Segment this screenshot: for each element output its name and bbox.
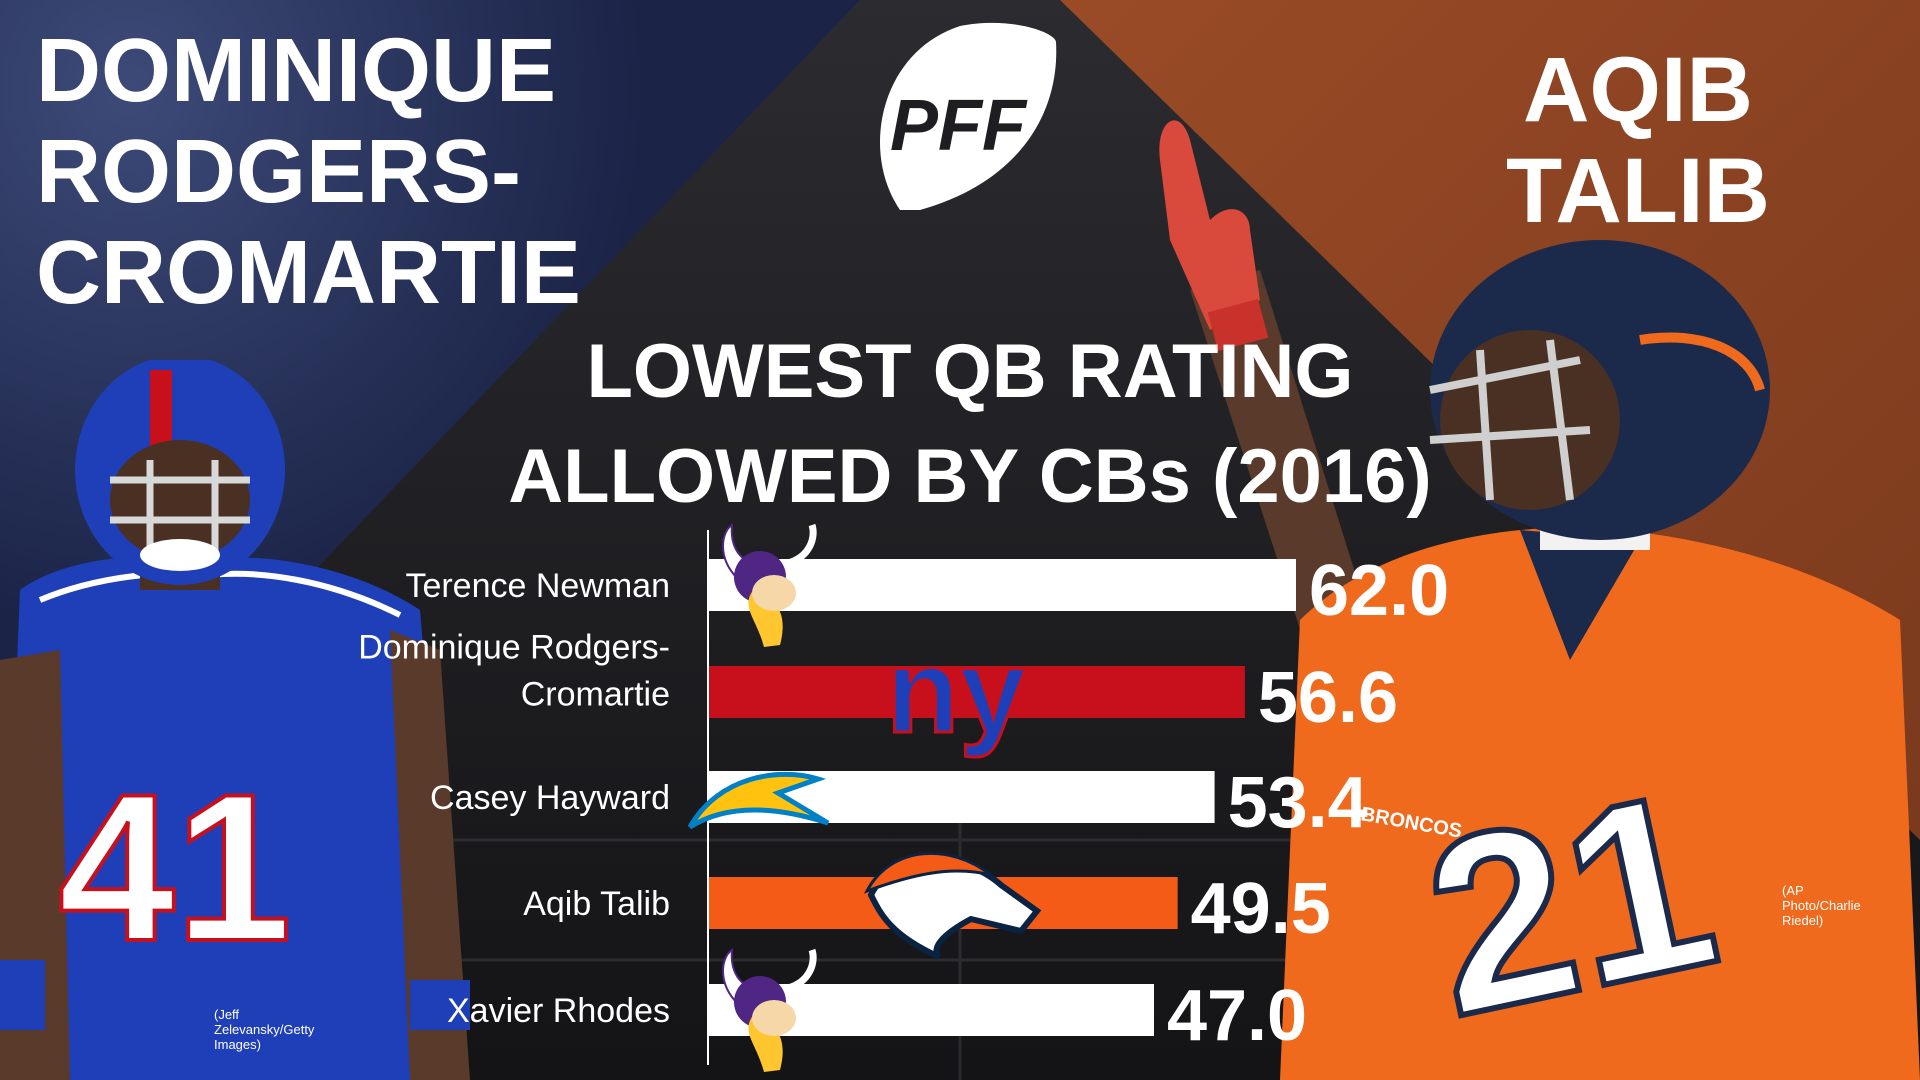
vikings-icon (722, 523, 817, 647)
category-label: Terence Newman (405, 567, 670, 605)
data-label: 49.5 (1191, 869, 1331, 949)
broncos-mane-icon (863, 851, 992, 894)
right-player-name: AQIB TALIB (1505, 39, 1770, 243)
right-player-photo: 21 BRONCOS (1159, 120, 1920, 1080)
bar (709, 559, 1296, 611)
right-photo-credit: (AP Photo/Charlie Riedel) (1782, 883, 1861, 928)
right-player-name-line: TALIB (1505, 140, 1770, 243)
pff-logo-text: PFF (890, 86, 1028, 166)
left-photo-credit: (Jeff Zelevansky/Getty Images) (214, 1007, 315, 1052)
category-label: Cromartie (521, 676, 670, 714)
vikings-icon (722, 948, 817, 1072)
left-jersey-number: 41 (58, 750, 292, 985)
left-player-name-line: DOMINIQUE (36, 21, 557, 121)
chart-title: LOWEST QB RATING ALLOWED BY CBs (2016) (440, 320, 1500, 530)
category-label: Xavier Rhodes (447, 992, 670, 1030)
pff-logo: PFF (880, 22, 1057, 210)
data-label: 56.6 (1258, 658, 1398, 738)
right-player-name-line: AQIB (1522, 39, 1753, 141)
data-label: 62.0 (1309, 551, 1449, 631)
category-label: Dominique Rodgers- (358, 629, 670, 667)
right-jersey-number: 21 (1406, 738, 1736, 1069)
data-label: 47.0 (1167, 976, 1307, 1056)
bar (709, 666, 1245, 718)
data-label: 53.4 (1228, 763, 1368, 843)
left-player-name-line: RODGERS- (36, 122, 522, 222)
category-label: Aqib Talib (523, 885, 670, 923)
category-label: Casey Hayward (430, 779, 670, 817)
chart-title-text: LOWEST QB RATING ALLOWED BY CBs (2016) (508, 329, 1432, 519)
left-player-photo: 41 (0, 360, 470, 1080)
giants-ny-icon: ny (886, 624, 1026, 758)
left-player-name: DOMINIQUE RODGERS- CROMARTIE (36, 22, 581, 325)
left-player-name-line: CROMARTIE (36, 223, 581, 323)
chargers-bolt-icon (687, 771, 830, 830)
